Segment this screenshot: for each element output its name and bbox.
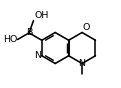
Text: B: B [26,28,32,37]
Text: OH: OH [34,11,48,20]
Text: HO: HO [3,35,17,44]
Text: O: O [83,23,90,32]
Text: N: N [79,59,86,68]
Text: N: N [34,51,41,60]
